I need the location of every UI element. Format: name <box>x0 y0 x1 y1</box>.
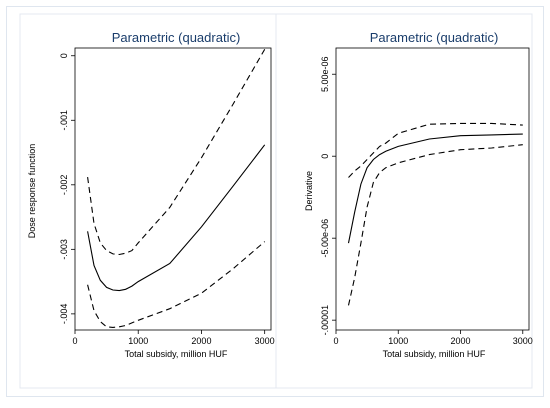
y-tick-label: -.00001 <box>320 305 330 336</box>
x-tick-label: 1000 <box>128 336 148 346</box>
panel-background <box>275 13 533 389</box>
panel-background <box>19 13 277 389</box>
x-tick-label: 0 <box>72 336 77 346</box>
x-tick-label: 2000 <box>451 336 471 346</box>
chart-title: Parametric (quadratic) <box>370 30 499 45</box>
x-axis-label: Total subsidy, million HUF <box>125 349 228 359</box>
plot-area-border <box>74 47 272 331</box>
confidence-band-line <box>348 122 523 178</box>
confidence-band-line <box>87 49 266 256</box>
y-axis-label: Derivative <box>304 171 314 211</box>
figure-border <box>6 6 544 397</box>
x-axis-label: Total subsidy, million HUF <box>383 349 486 359</box>
y-tick-label: -.001 <box>59 110 69 131</box>
y-tick-label: -.002 <box>59 175 69 196</box>
chart-panel-dose-response: Parametric (quadratic) Dose response fun… <box>19 13 277 389</box>
series-layer <box>87 49 266 328</box>
chart-panel-derivative: Parametric (quadratic) Derivative Total … <box>275 13 533 389</box>
y-axis-label: Dose response function <box>27 144 37 239</box>
x-tick-label: 2000 <box>191 336 211 346</box>
estimate-line <box>347 133 523 244</box>
y-tick-label: 0 <box>59 53 69 58</box>
x-tick-label: 0 <box>333 336 338 346</box>
y-tick-label: 0 <box>320 154 330 159</box>
x-tick-label: 3000 <box>513 336 533 346</box>
estimate-line <box>87 144 266 292</box>
series-layer <box>347 122 523 306</box>
y-tick-label: 5.00e-06 <box>320 56 330 92</box>
y-tick-label: -5.00e-06 <box>320 219 330 258</box>
confidence-band-line <box>347 144 523 306</box>
x-tick-label: 3000 <box>255 336 275 346</box>
plot-area-border <box>335 47 530 331</box>
x-tick-label: 1000 <box>388 336 408 346</box>
chart-title: Parametric (quadratic) <box>112 30 241 45</box>
tick-layer: 0 1000 2000 3000 0 -.001 -.002 -.003 -.004 <box>59 53 275 346</box>
y-tick-label: -.003 <box>59 239 69 260</box>
tick-layer: 0 1000 2000 3000 5.00e-06 0 -5.00e-06 -.00001 <box>320 56 533 346</box>
y-tick-label: -.004 <box>59 304 69 325</box>
